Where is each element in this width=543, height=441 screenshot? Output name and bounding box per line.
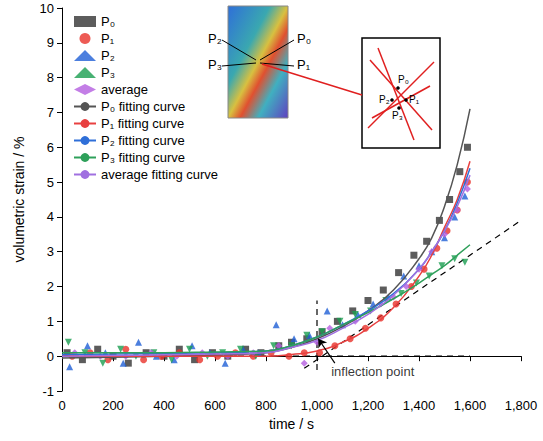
svg-text:P₀: P₀ [398, 74, 409, 85]
svg-text:P₂: P₂ [379, 94, 390, 105]
svg-text:P₂ fitting curve: P₂ fitting curve [101, 133, 185, 148]
svg-text:P₃: P₃ [392, 110, 403, 121]
svg-text:P₀ fitting curve: P₀ fitting curve [101, 99, 185, 114]
svg-text:0: 0 [58, 398, 65, 413]
svg-text:200: 200 [102, 398, 124, 413]
svg-text:average: average [101, 82, 148, 97]
svg-text:1,800: 1,800 [505, 398, 538, 413]
svg-text:P₃: P₃ [101, 65, 115, 80]
svg-text:1,400: 1,400 [403, 398, 436, 413]
svg-text:P₂: P₂ [101, 48, 115, 63]
svg-text:600: 600 [204, 398, 226, 413]
svg-text:1,000: 1,000 [301, 398, 334, 413]
svg-text:7: 7 [47, 105, 54, 120]
svg-text:1,600: 1,600 [454, 398, 487, 413]
svg-text:0: 0 [47, 349, 54, 364]
svg-text:P₁: P₁ [297, 57, 311, 72]
svg-text:3: 3 [47, 244, 54, 259]
svg-text:5: 5 [47, 175, 54, 190]
svg-text:2: 2 [47, 279, 54, 294]
svg-text:P₂: P₂ [208, 31, 222, 46]
svg-text:P₃: P₃ [208, 57, 222, 72]
svg-text:-1: -1 [42, 384, 54, 399]
svg-text:P₁ fitting curve: P₁ fitting curve [101, 116, 184, 131]
svg-text:4: 4 [47, 209, 54, 224]
svg-text:9: 9 [47, 35, 54, 50]
svg-text:P₃ fitting curve: P₃ fitting curve [101, 150, 185, 165]
svg-text:P₀: P₀ [297, 31, 311, 46]
svg-text:P₁: P₁ [101, 31, 115, 46]
svg-text:P₀: P₀ [101, 14, 115, 29]
svg-text:6: 6 [47, 140, 54, 155]
svg-text:volumetric strain / %: volumetric strain / % [11, 136, 27, 262]
svg-text:800: 800 [255, 398, 277, 413]
svg-text:time / s: time / s [269, 416, 314, 432]
svg-text:P₁: P₁ [409, 94, 420, 105]
svg-text:1: 1 [47, 314, 54, 329]
svg-text:10: 10 [40, 1, 54, 16]
svg-text:average fitting curve: average fitting curve [101, 167, 218, 182]
svg-text:inflection point: inflection point [331, 364, 414, 379]
svg-text:8: 8 [47, 70, 54, 85]
svg-text:400: 400 [153, 398, 175, 413]
svg-text:1,200: 1,200 [352, 398, 385, 413]
